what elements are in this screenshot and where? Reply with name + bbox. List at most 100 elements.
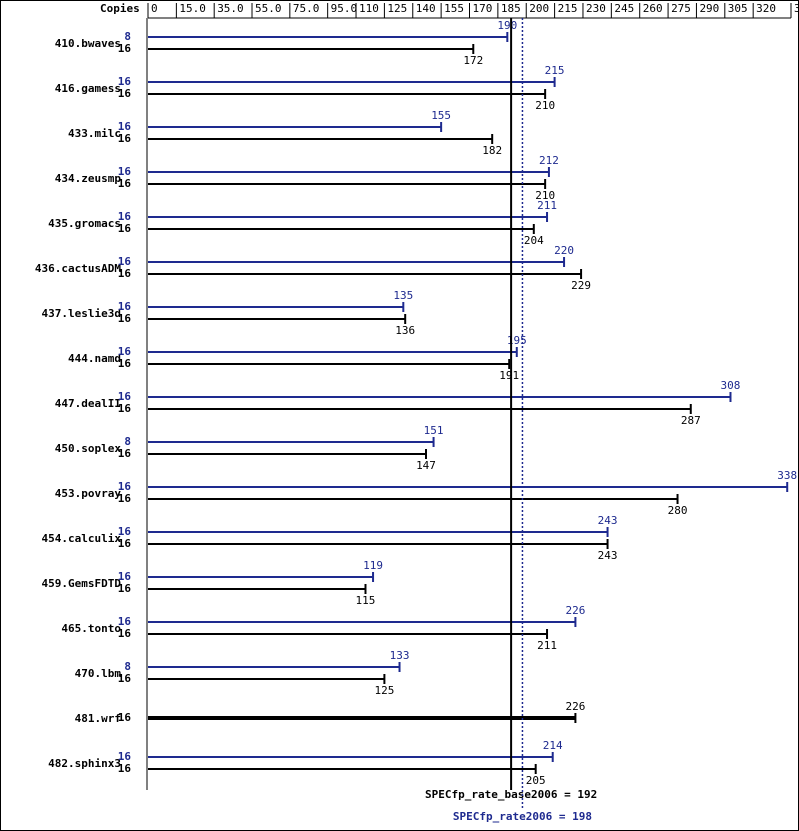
value-label: 280 [668, 504, 688, 517]
x-tick-label: 15.0 [179, 2, 206, 15]
x-tick-label: 320 [756, 2, 776, 15]
copies-label: 16 [118, 480, 132, 493]
value-label: 287 [681, 414, 701, 427]
copies-label: 16 [118, 357, 132, 370]
copies-label: 16 [118, 300, 132, 313]
benchmark-label: 450.soplex [55, 442, 122, 455]
x-tick-label: 260 [643, 2, 663, 15]
copies-label: 8 [124, 660, 131, 673]
copies-label: 16 [118, 492, 132, 505]
copies-label: 8 [124, 30, 131, 43]
copies-label: 16 [118, 267, 132, 280]
x-tick-label: 95.0 [331, 2, 358, 15]
x-tick-label: 185 [501, 2, 521, 15]
x-tick-label: 215 [558, 2, 578, 15]
value-label: 155 [431, 109, 451, 122]
copies-header: Copies [100, 2, 140, 15]
reference-label: SPECfp_rate2006 = 198 [453, 810, 592, 823]
benchmark-label: 454.calculix [42, 532, 122, 545]
copies-label: 16 [118, 210, 132, 223]
benchmark-label: 436.cactusADM [35, 262, 121, 275]
copies-label: 16 [118, 132, 132, 145]
value-label: 210 [535, 189, 555, 202]
copies-label: 16 [118, 582, 132, 595]
x-tick-label: 140 [416, 2, 436, 15]
value-label: 205 [526, 774, 546, 787]
value-label: 210 [535, 99, 555, 112]
copies-label: 16 [118, 120, 132, 133]
copies-label: 16 [118, 762, 132, 775]
benchmark-label: 444.namd [68, 352, 121, 365]
value-label: 204 [524, 234, 544, 247]
reference-label: SPECfp_rate_base2006 = 192 [425, 788, 597, 801]
value-label: 195 [507, 334, 527, 347]
x-tick-label: 200 [529, 2, 549, 15]
value-label: 172 [463, 54, 483, 67]
value-label: 243 [598, 514, 618, 527]
benchmark-label: 465.tonto [61, 622, 121, 635]
value-label: 133 [390, 649, 410, 662]
x-tick-label: 110 [359, 2, 379, 15]
copies-label: 16 [118, 222, 132, 235]
benchmark-label: 433.milc [68, 127, 121, 140]
copies-label: 16 [118, 177, 132, 190]
value-label: 220 [554, 244, 574, 257]
x-tick-label: 0 [151, 2, 158, 15]
copies-label: 16 [118, 312, 132, 325]
copies-label: 16 [118, 165, 132, 178]
x-tick-label: 55.0 [255, 2, 282, 15]
copies-label: 16 [118, 672, 132, 685]
copies-label: 16 [118, 627, 132, 640]
x-tick-label: 170 [473, 2, 493, 15]
copies-label: 8 [124, 435, 131, 448]
value-label: 135 [393, 289, 413, 302]
value-label: 215 [545, 64, 565, 77]
copies-label: 16 [118, 750, 132, 763]
value-label: 115 [356, 594, 376, 607]
copies-label: 16 [118, 537, 132, 550]
value-label: 211 [537, 639, 557, 652]
value-label: 212 [539, 154, 559, 167]
value-label: 151 [424, 424, 444, 437]
benchmark-label: 434.zeusmp [55, 172, 122, 185]
benchmark-label: 453.povray [55, 487, 122, 500]
copies-label: 16 [118, 525, 132, 538]
value-label: 226 [565, 604, 585, 617]
benchmark-label: 410.bwaves [55, 37, 121, 50]
value-label: 182 [482, 144, 502, 157]
copies-label: 16 [118, 75, 132, 88]
copies-label: 16 [118, 390, 132, 403]
value-label: 214 [543, 739, 563, 752]
x-tick-label: 275 [671, 2, 691, 15]
value-label: 338 [777, 469, 797, 482]
benchmark-label: 459.GemsFDTD [42, 577, 122, 590]
copies-label: 16 [118, 87, 132, 100]
benchmark-label: 437.leslie3d [42, 307, 121, 320]
copies-label: 16 [118, 255, 132, 268]
value-label: 226 [565, 700, 585, 713]
copies-label: 16 [118, 345, 132, 358]
benchmark-label: 470.lbm [75, 667, 122, 680]
benchmark-label: 435.gromacs [48, 217, 121, 230]
value-label: 243 [598, 549, 618, 562]
benchmark-label: 482.sphinx3 [48, 757, 121, 770]
value-label: 229 [571, 279, 591, 292]
x-tick-label: 75.0 [293, 2, 320, 15]
x-tick-label: 340 [794, 2, 799, 15]
copies-label: 16 [118, 447, 132, 460]
x-tick-label: 155 [444, 2, 464, 15]
value-label: 308 [721, 379, 741, 392]
benchmark-label: 481.wrf [75, 712, 121, 725]
x-tick-label: 290 [699, 2, 719, 15]
x-tick-label: 305 [728, 2, 748, 15]
x-tick-label: 35.0 [217, 2, 244, 15]
value-label: 125 [374, 684, 394, 697]
value-label: 190 [497, 19, 517, 32]
copies-label: 16 [118, 42, 132, 55]
x-tick-label: 125 [387, 2, 407, 15]
copies-label: 16 [118, 402, 132, 415]
copies-label: 16 [118, 615, 132, 628]
benchmark-label: 447.dealII [55, 397, 121, 410]
copies-label: 16 [118, 711, 132, 724]
